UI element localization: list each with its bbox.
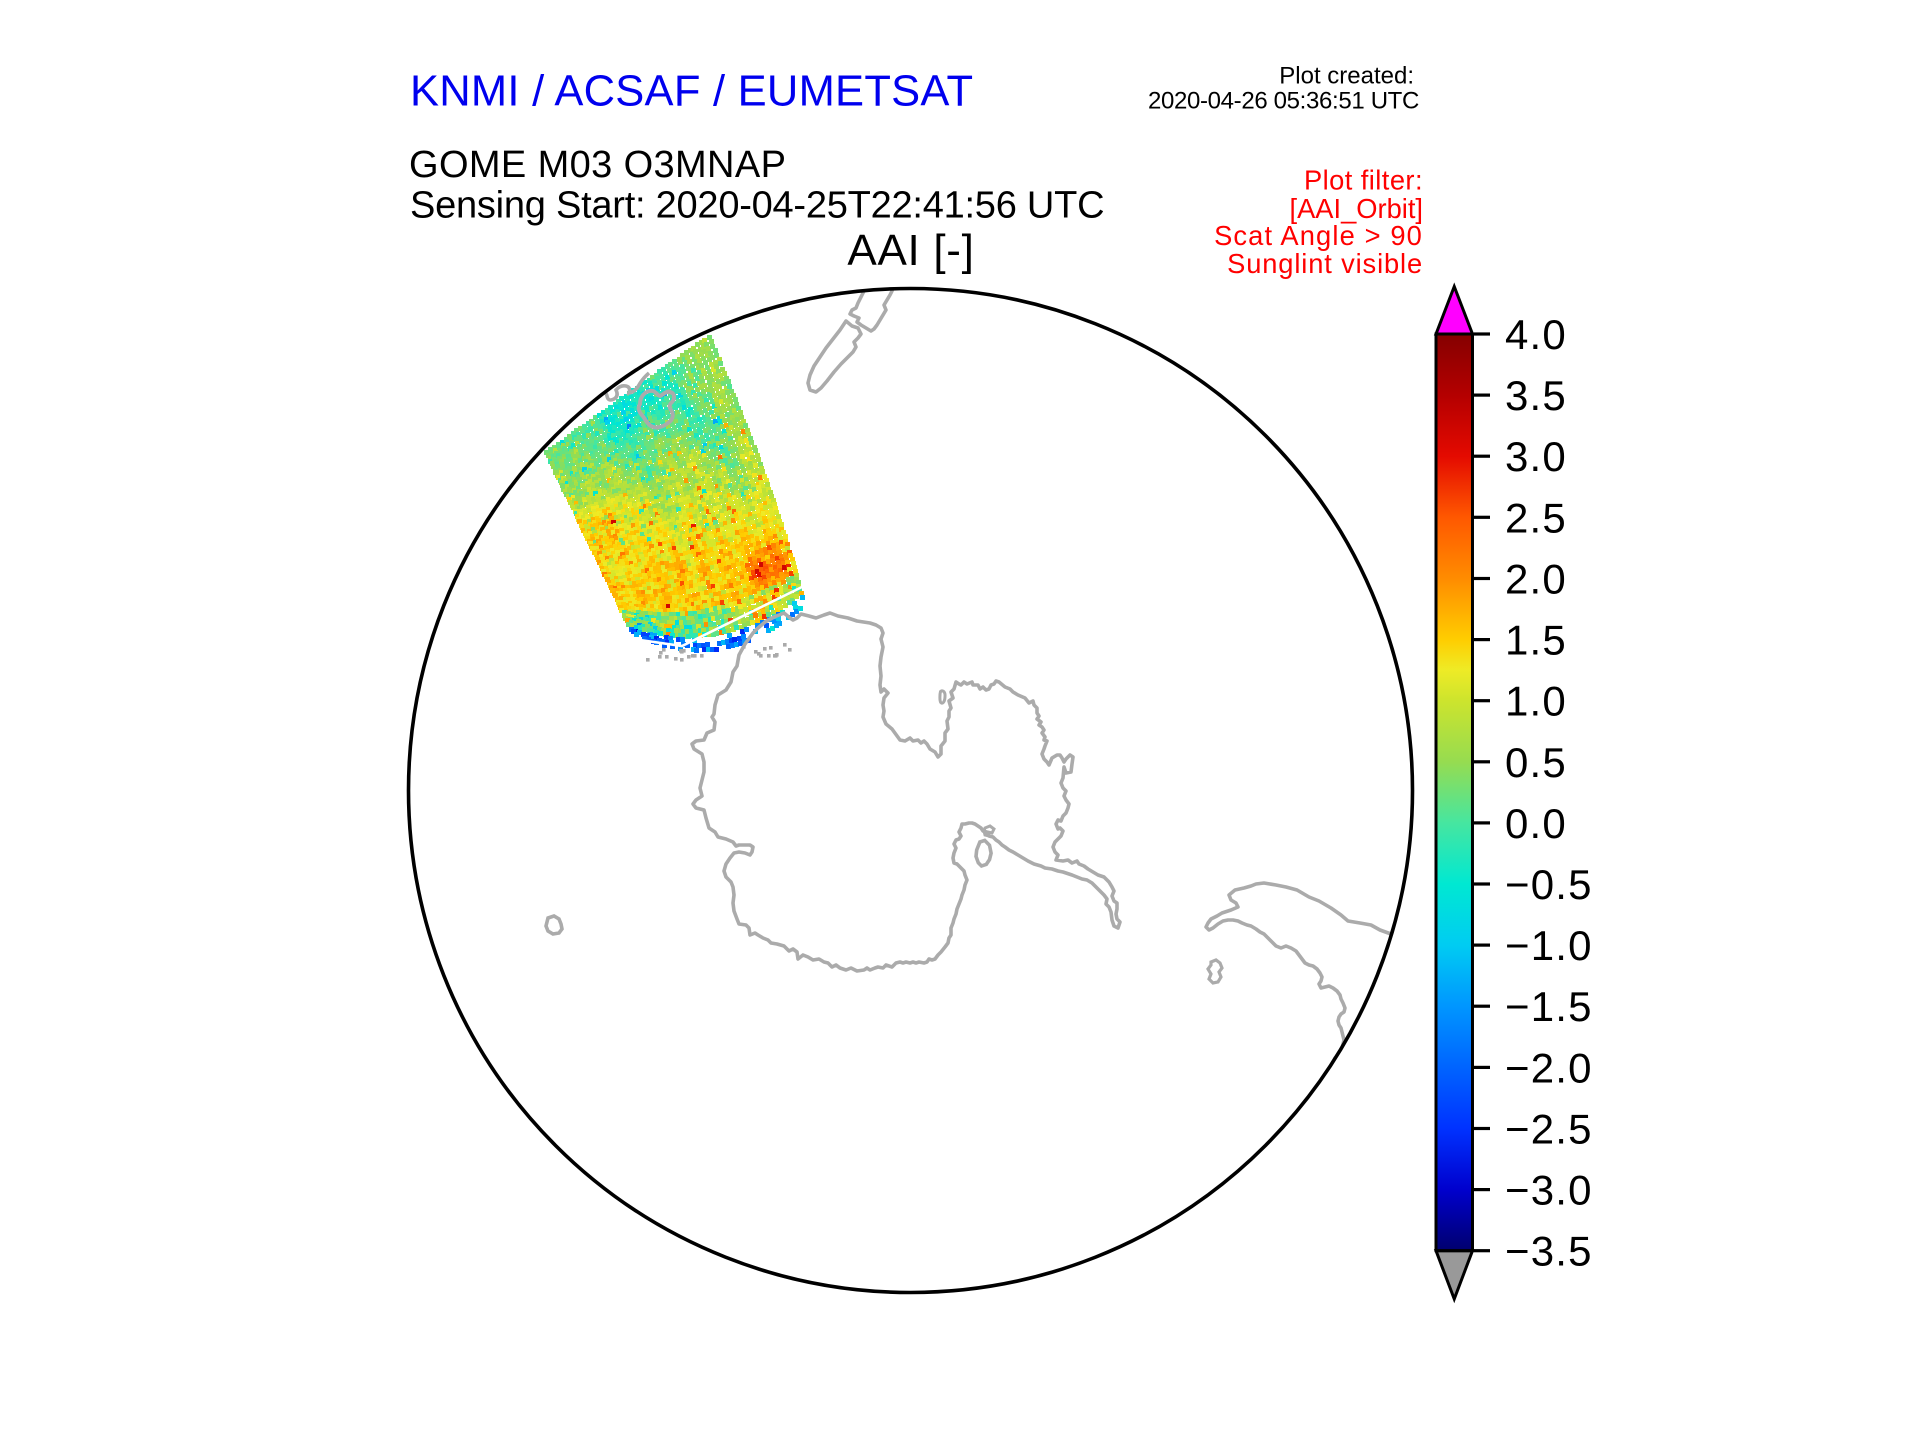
svg-text:Plot created:: Plot created:	[1279, 63, 1414, 90]
svg-text:KNMI / ACSAF / EUMETSAT: KNMI / ACSAF / EUMETSAT	[410, 67, 973, 115]
svg-text:0.0: 0.0	[1505, 800, 1567, 847]
svg-text:−2.0: −2.0	[1505, 1044, 1593, 1091]
svg-text:Scat Angle > 90: Scat Angle > 90	[1214, 220, 1423, 251]
svg-text:0.5: 0.5	[1505, 739, 1567, 786]
svg-text:3.0: 3.0	[1505, 433, 1567, 480]
svg-text:AAI [-]: AAI [-]	[847, 226, 974, 275]
svg-text:−3.5: −3.5	[1505, 1228, 1593, 1275]
svg-text:−0.5: −0.5	[1505, 861, 1593, 908]
svg-text:1.5: 1.5	[1505, 617, 1567, 664]
svg-text:1.0: 1.0	[1505, 678, 1567, 725]
svg-text:−3.0: −3.0	[1505, 1167, 1593, 1214]
svg-text:−2.5: −2.5	[1505, 1106, 1593, 1153]
svg-text:2.5: 2.5	[1505, 494, 1567, 541]
svg-text:2.0: 2.0	[1505, 556, 1567, 603]
svg-text:2020-04-26 05:36:51 UTC: 2020-04-26 05:36:51 UTC	[1148, 88, 1419, 115]
svg-text:Sunglint visible: Sunglint visible	[1227, 248, 1423, 279]
svg-text:Sensing Start: 2020-04-25T22:4: Sensing Start: 2020-04-25T22:41:56 UTC	[410, 185, 1104, 227]
svg-text:[AAI_Orbit]: [AAI_Orbit]	[1290, 193, 1424, 224]
svg-text:3.5: 3.5	[1505, 372, 1567, 419]
svg-text:GOME M03 O3MNAP: GOME M03 O3MNAP	[409, 144, 786, 186]
svg-text:4.0: 4.0	[1505, 311, 1567, 358]
svg-text:−1.0: −1.0	[1505, 922, 1593, 969]
svg-text:−1.5: −1.5	[1505, 983, 1593, 1030]
svg-text:Plot filter:: Plot filter:	[1304, 164, 1423, 195]
